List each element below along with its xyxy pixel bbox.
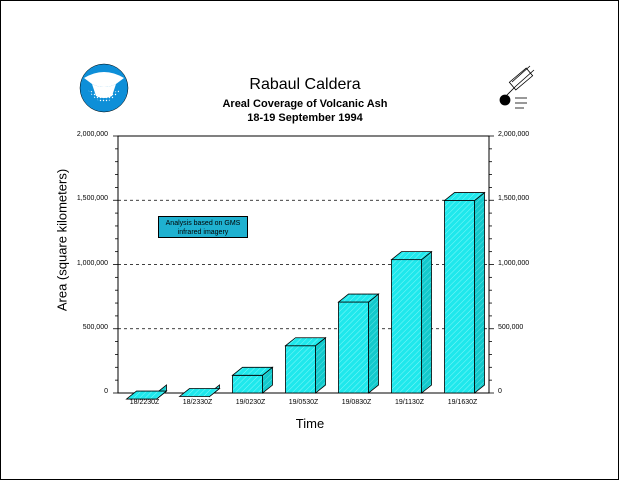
bar bbox=[178, 384, 221, 398]
bar-front bbox=[444, 200, 475, 394]
axis-ticks bbox=[113, 135, 494, 394]
y-tick-label-left: 500,000 bbox=[82, 323, 108, 331]
x-tick-label: 19/0830Z bbox=[341, 399, 372, 406]
x-tick-label: 18/2230Z bbox=[129, 399, 160, 406]
gridlines bbox=[118, 199, 489, 330]
bar-side bbox=[474, 191, 485, 394]
bar-side bbox=[421, 250, 432, 394]
bar-top bbox=[390, 251, 433, 261]
y-tick-label-right: 1,500,000 bbox=[498, 195, 530, 203]
chart-title: Rabaul Caldera bbox=[249, 76, 361, 93]
x-tick-label: 19/0230Z bbox=[235, 399, 266, 406]
annotation-box: Analysis based on GMS infrared imagery bbox=[158, 216, 248, 238]
y-tick-label-left: 2,000,000 bbox=[76, 131, 108, 138]
bar bbox=[443, 191, 486, 394]
bar-top bbox=[231, 366, 274, 376]
bar bbox=[231, 366, 274, 394]
noaa-logo bbox=[79, 63, 129, 113]
bar-side bbox=[368, 293, 379, 394]
y-tick-label-right: 2,000,000 bbox=[498, 131, 530, 138]
bar bbox=[125, 384, 168, 400]
bar bbox=[390, 250, 433, 394]
y-tick-label-right: 500,000 bbox=[498, 323, 524, 331]
bar-side bbox=[315, 336, 326, 394]
bar-top bbox=[337, 293, 380, 303]
x-tick-label: 19/1130Z bbox=[394, 399, 425, 406]
x-tick-label: 19/0530Z bbox=[288, 399, 319, 406]
x-tick-label: 19/1630Z bbox=[447, 399, 478, 406]
x-axis-label: Time bbox=[295, 416, 325, 431]
chart-subtitle: Areal Coverage of Volcanic Ash bbox=[222, 98, 388, 110]
bar-top bbox=[125, 390, 168, 400]
y-tick-label-left: 1,500,000 bbox=[76, 195, 108, 203]
y-tick-label-right: 0 bbox=[498, 388, 502, 395]
y-tick-label-left: 1,000,000 bbox=[76, 259, 108, 267]
satellite-logo bbox=[499, 65, 535, 109]
chart-date: 18-19 September 1994 bbox=[247, 112, 363, 124]
bar-front bbox=[232, 374, 263, 394]
y-tick-label-right: 1,000,000 bbox=[498, 259, 530, 267]
bars bbox=[125, 191, 486, 400]
bar-top bbox=[284, 337, 327, 347]
x-tick-label: 18/2330Z bbox=[182, 399, 213, 406]
bar-top bbox=[178, 388, 221, 397]
bar-front bbox=[391, 259, 422, 394]
bar bbox=[337, 293, 380, 394]
y-axis-label: Area (square kilometers) bbox=[54, 168, 70, 312]
bar-top bbox=[443, 192, 486, 201]
bar-front bbox=[285, 345, 316, 394]
bar-front bbox=[338, 301, 369, 394]
y-tick-label-left: 0 bbox=[104, 388, 108, 395]
bar bbox=[284, 336, 327, 394]
